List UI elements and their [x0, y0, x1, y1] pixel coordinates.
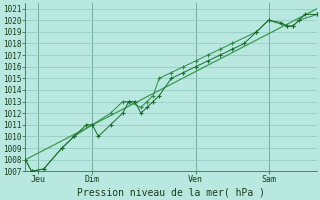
X-axis label: Pression niveau de la mer( hPa ): Pression niveau de la mer( hPa ) — [77, 187, 265, 197]
